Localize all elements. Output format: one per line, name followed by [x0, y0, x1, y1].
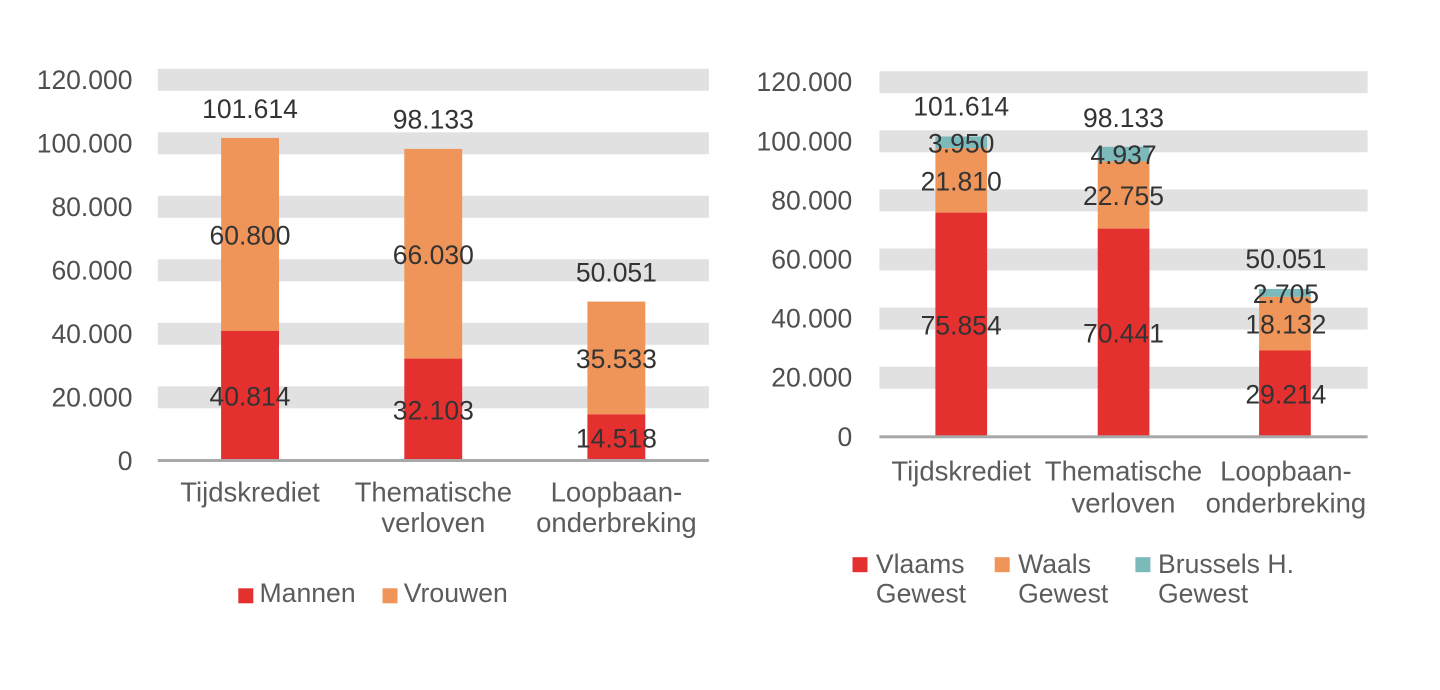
svg-text:98.133: 98.133 [1083, 103, 1164, 133]
svg-text:verloven: verloven [1072, 487, 1176, 518]
svg-text:Loopbaan-: Loopbaan- [551, 476, 683, 507]
svg-text:onderbreking: onderbreking [1206, 487, 1367, 518]
svg-text:40.000: 40.000 [51, 319, 132, 349]
svg-text:Brussels H.: Brussels H. [1158, 549, 1294, 579]
svg-text:3.950: 3.950 [928, 128, 994, 158]
svg-text:Gewest: Gewest [876, 579, 967, 609]
svg-text:29.214: 29.214 [1245, 380, 1326, 410]
svg-text:35.533: 35.533 [576, 344, 657, 374]
svg-text:22.755: 22.755 [1083, 181, 1164, 211]
svg-text:40.000: 40.000 [771, 304, 852, 334]
svg-text:Tijdskrediet: Tijdskrediet [180, 476, 320, 507]
svg-text:Thematische: Thematische [1045, 456, 1202, 487]
svg-text:101.614: 101.614 [913, 92, 1009, 122]
svg-text:18.132: 18.132 [1245, 310, 1326, 340]
svg-text:14.518: 14.518 [576, 424, 657, 454]
svg-text:60.000: 60.000 [771, 245, 852, 275]
svg-text:Mannen: Mannen [260, 578, 356, 608]
svg-text:20.000: 20.000 [771, 363, 852, 393]
svg-text:Tijdskrediet: Tijdskrediet [891, 456, 1031, 487]
svg-text:50.051: 50.051 [576, 258, 657, 288]
svg-text:60.800: 60.800 [209, 220, 290, 250]
svg-text:Thematische: Thematische [355, 476, 512, 507]
svg-text:120.000: 120.000 [37, 65, 133, 95]
svg-text:Loopbaan-: Loopbaan- [1220, 456, 1352, 487]
svg-text:2.705: 2.705 [1253, 279, 1319, 309]
svg-text:101.614: 101.614 [202, 94, 298, 124]
svg-text:verloven: verloven [381, 507, 485, 538]
svg-text:40.814: 40.814 [209, 382, 290, 412]
svg-text:0: 0 [838, 422, 853, 452]
svg-text:70.441: 70.441 [1083, 319, 1164, 349]
svg-text:100.000: 100.000 [37, 128, 133, 158]
svg-text:Gewest: Gewest [1018, 579, 1109, 609]
svg-text:66.030: 66.030 [393, 240, 474, 270]
svg-text:onderbreking: onderbreking [536, 507, 697, 538]
svg-text:98.133: 98.133 [393, 105, 474, 135]
svg-text:60.000: 60.000 [51, 255, 132, 285]
svg-text:75.854: 75.854 [921, 311, 1002, 341]
svg-text:Vlaams: Vlaams [876, 549, 965, 579]
svg-text:0: 0 [118, 446, 133, 476]
svg-text:21.810: 21.810 [921, 166, 1002, 196]
svg-text:80.000: 80.000 [771, 185, 852, 215]
svg-text:Gewest: Gewest [1158, 579, 1249, 609]
svg-text:20.000: 20.000 [51, 382, 132, 412]
svg-text:32.103: 32.103 [393, 396, 474, 426]
svg-text:Waals: Waals [1018, 549, 1091, 579]
svg-text:4.937: 4.937 [1090, 140, 1156, 170]
svg-text:120.000: 120.000 [757, 67, 853, 97]
svg-text:100.000: 100.000 [757, 126, 853, 156]
svg-text:80.000: 80.000 [51, 192, 132, 222]
svg-text:50.051: 50.051 [1245, 244, 1326, 274]
svg-text:Vrouwen: Vrouwen [404, 578, 508, 608]
